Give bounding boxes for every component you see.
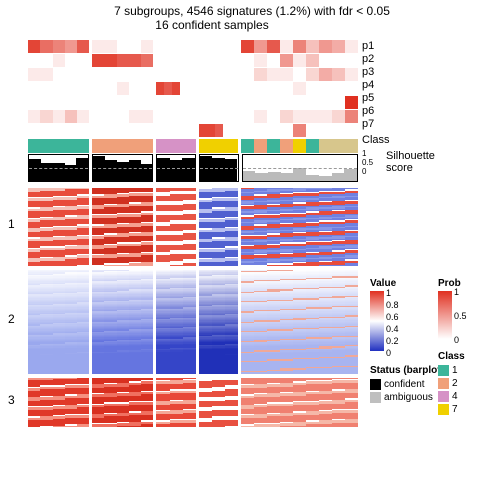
prob-colorbar: 10.50 [438,291,452,339]
class-annotation [28,139,358,153]
heatmap-body [28,188,358,427]
value-colorbar: 10.80.60.40.20 [370,291,384,351]
row-annotation-labels: p1p2p3p4p5p6p7Class [362,40,390,148]
main-plot-area [28,40,358,427]
silhouette-axis: 10.50 [362,149,373,176]
class-legend-items: 1247 [438,364,465,416]
silhouette-label: Silhouettescore [386,150,435,174]
prob-colorbar-ticks: 10.50 [454,287,467,359]
chart-subtitle: 16 confident samples [0,18,504,32]
probability-annotation [28,40,358,137]
chart-title: 7 subgroups, 4546 signatures (1.2%) with… [0,0,504,18]
value-colorbar-ticks: 10.80.60.40.20 [386,287,399,359]
legend-right-column: Prob 10.50 Class 1247 [438,278,465,416]
silhouette-barplots [28,154,358,182]
